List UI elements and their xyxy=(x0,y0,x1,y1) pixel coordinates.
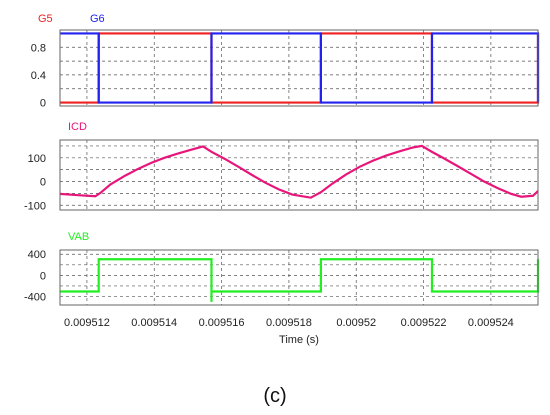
y-tick-label: 400 xyxy=(28,249,46,261)
legend-label-vab: VAB xyxy=(68,231,89,243)
y-tick-label: -100 xyxy=(24,200,46,212)
x-tick-label: 0.009524 xyxy=(468,317,514,329)
y-tick-label: 0 xyxy=(40,270,46,282)
y-tick-label: 0.4 xyxy=(31,70,46,82)
x-tick-label: 0.00952 xyxy=(336,317,376,329)
x-axis-title: Time (s) xyxy=(279,334,319,346)
plot-frame xyxy=(59,249,539,306)
plot-frame xyxy=(59,29,539,107)
gate-signal-panel: 0 0.4 0.8 G5 G6 xyxy=(31,13,540,110)
legend-label-icd: ICD xyxy=(68,121,87,133)
current-panel: -100 0 100 ICD xyxy=(24,121,539,212)
x-tick-label: 0.009512 xyxy=(64,317,110,329)
plot-frame xyxy=(59,139,539,211)
series-line-icd xyxy=(59,144,539,199)
time-axis: 0.009512 0.009514 0.009516 0.009518 0.00952 0… xyxy=(64,317,514,329)
y-tick-label: -400 xyxy=(24,292,46,304)
x-tick-label: 0.009516 xyxy=(199,317,245,329)
y-tick-label: 0 xyxy=(40,98,46,110)
legend-label-g6: G6 xyxy=(90,13,105,25)
voltage-panel: -400 0 400 VAB xyxy=(24,231,540,306)
y-tick-label: 0 xyxy=(40,177,46,189)
figure-caption: (c) xyxy=(263,385,286,407)
x-tick-label: 0.009522 xyxy=(401,317,447,329)
y-tick-label: 0.8 xyxy=(31,42,46,54)
x-tick-label: 0.009514 xyxy=(131,317,177,329)
x-tick-label: 0.009518 xyxy=(266,317,312,329)
series-line-g6 xyxy=(60,32,540,104)
plot-area xyxy=(60,140,538,210)
plot-area xyxy=(60,30,538,106)
legend-label-g5: G5 xyxy=(38,13,53,25)
series-line-vab xyxy=(60,258,540,302)
y-tick-label: 100 xyxy=(28,153,46,165)
